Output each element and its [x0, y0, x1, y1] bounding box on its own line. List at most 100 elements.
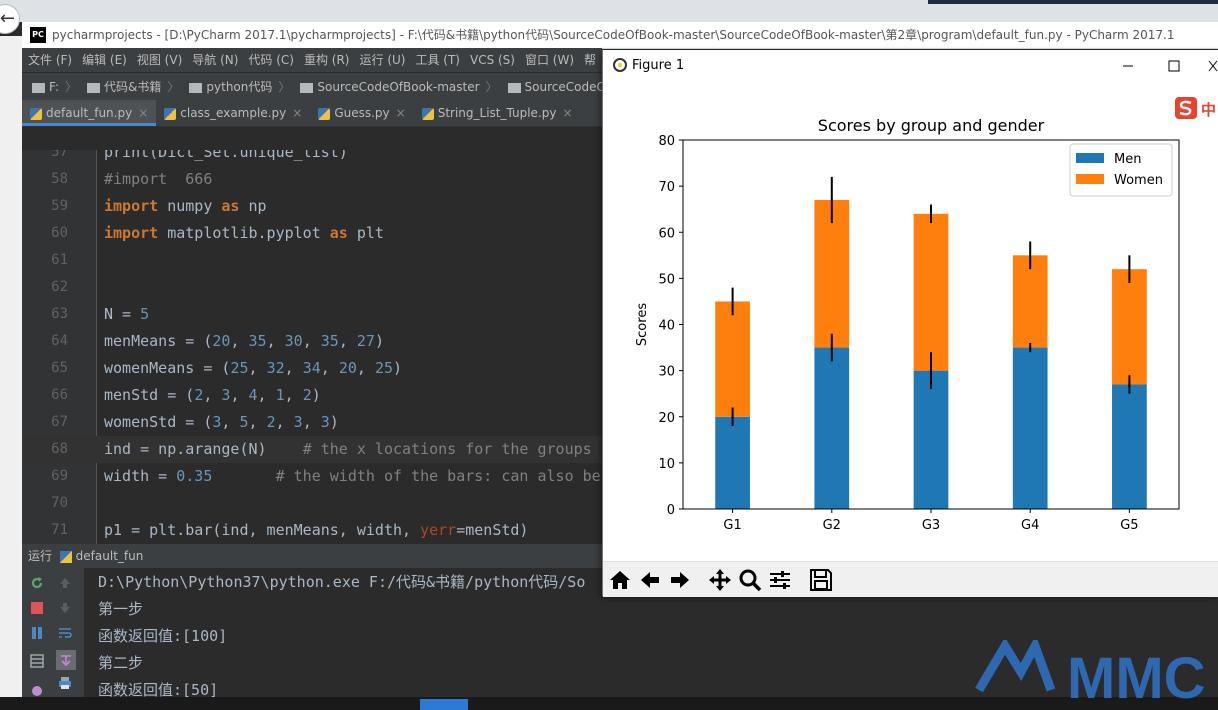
- line-number: 63: [51, 306, 68, 322]
- legend-label-women: Women: [1114, 173, 1163, 188]
- bar-women-g2: [814, 199, 850, 348]
- menu-item[interactable]: 导航 (N): [192, 53, 239, 67]
- code-token: womenStd = (: [104, 413, 213, 431]
- figure-toolbar: [603, 561, 1218, 597]
- browser-back-icon[interactable]: ←: [0, 4, 20, 34]
- bar-men-g4: [1012, 347, 1048, 509]
- code-line[interactable]: 70: [22, 490, 602, 517]
- minimize-button[interactable]: [1105, 50, 1151, 82]
- zoom-icon[interactable]: [737, 568, 763, 592]
- rerun-icon[interactable]: [30, 576, 44, 590]
- menu-item[interactable]: 运行 (U): [359, 53, 406, 67]
- y-axis-label: Scores: [635, 303, 650, 346]
- code-text: #import 666: [104, 166, 212, 193]
- code-token: ): [374, 332, 384, 350]
- code-line[interactable]: 64 menMeans = (20, 35, 30, 35, 27): [22, 328, 602, 355]
- breadcrumb-item[interactable]: F:: [32, 80, 59, 94]
- scroll-to-end-icon[interactable]: [56, 650, 76, 670]
- breadcrumb-label: 代码&书籍: [104, 80, 162, 94]
- code-line[interactable]: 61: [22, 247, 602, 274]
- configure-icon[interactable]: [767, 568, 793, 592]
- run-console: D:\Python\Python37\python.exe F:/代码&书籍/p…: [22, 568, 602, 710]
- code-token: 35: [320, 332, 339, 350]
- code-text: womenMeans = (25, 32, 34, 20, 25): [104, 355, 402, 382]
- breadcrumb-item[interactable]: python代码: [189, 80, 272, 94]
- editor-tab[interactable]: class_example.py ×: [156, 100, 310, 126]
- down-arrow-icon[interactable]: [58, 601, 72, 615]
- up-arrow-icon[interactable]: [58, 576, 72, 590]
- code-line[interactable]: 71 p1 = plt.bar(ind, menMeans, width, yer…: [22, 517, 602, 544]
- close-tab-icon[interactable]: ×: [562, 106, 573, 120]
- forward-icon[interactable]: [667, 568, 693, 592]
- pycharm-window-title: pycharmprojects - [D:\PyCharm 2017.1\pyc…: [52, 28, 1175, 42]
- breadcrumb: F: 〉代码&书籍〉 python代码〉 SourceCodeOfBook-maste…: [22, 72, 602, 101]
- console-line: 第一步: [98, 600, 144, 618]
- code-token: ,: [302, 332, 321, 350]
- code-line[interactable]: 63 N = 5: [22, 301, 602, 328]
- code-line[interactable]: 67 womenStd = (3, 5, 2, 3, 3): [22, 409, 602, 436]
- breadcrumb-item[interactable]: SourceCodeOfBook-master: [300, 80, 480, 94]
- breadcrumb-label: python代码: [206, 80, 273, 94]
- menu-item[interactable]: 工具 (T): [415, 53, 460, 67]
- soft-wrap-icon[interactable]: [58, 626, 72, 640]
- legend-swatch-women: [1076, 174, 1104, 184]
- code-token: ,: [257, 386, 276, 404]
- code-token: 20: [338, 359, 357, 377]
- maximize-button[interactable]: [1151, 50, 1197, 82]
- code-line[interactable]: 65 womenMeans = (25, 32, 34, 20, 25): [22, 355, 602, 382]
- line-number: 70: [51, 495, 68, 511]
- code-token: ,: [230, 332, 249, 350]
- folder-icon: [32, 82, 45, 93]
- menu-item[interactable]: 重构 (R): [303, 53, 350, 67]
- stop-icon[interactable]: [30, 601, 44, 615]
- close-button[interactable]: [1197, 50, 1218, 82]
- close-tab-icon[interactable]: ×: [292, 106, 303, 120]
- code-token: numpy: [158, 197, 222, 215]
- bar-men-g1: [715, 416, 750, 509]
- code-line[interactable]: 69 width = 0.35 # the width of the bars: …: [22, 463, 602, 490]
- y-tick-label: 60: [658, 226, 675, 241]
- code-line[interactable]: 59 import numpy as np: [22, 193, 602, 220]
- menu-item[interactable]: VCS (S): [469, 53, 515, 67]
- close-tab-icon[interactable]: ×: [138, 106, 149, 120]
- code-token: 5: [140, 305, 150, 323]
- breadcrumb-item[interactable]: 代码&书籍: [87, 80, 161, 94]
- code-token: 3: [293, 413, 303, 431]
- menu-item[interactable]: 编辑 (E): [82, 53, 127, 67]
- taskbar-active-app[interactable]: [420, 699, 468, 710]
- line-number: 64: [51, 333, 68, 349]
- print-icon[interactable]: [58, 676, 72, 690]
- save-icon[interactable]: [808, 568, 834, 592]
- code-line[interactable]: 58 #import 666: [22, 166, 602, 193]
- tab-label: class_example.py: [180, 106, 287, 120]
- menu-item[interactable]: 视图 (V): [136, 53, 183, 67]
- code-line[interactable]: 57 print(Dict_Set.unique_list): [22, 150, 602, 166]
- pycharm-logo-icon: PC: [30, 27, 46, 43]
- code-line[interactable]: 68 ind = np.arange(N) # the x locations f…: [22, 436, 602, 463]
- run-config-name[interactable]: default_fun: [75, 549, 144, 563]
- back-icon[interactable]: [637, 568, 663, 592]
- home-icon[interactable]: [607, 568, 633, 592]
- editor-tab[interactable]: String_List_Tuple.py ×: [414, 100, 581, 126]
- code-line[interactable]: 60 import matplotlib.pyplot as plt: [22, 220, 602, 247]
- line-number: 66: [51, 387, 68, 403]
- code-line[interactable]: 66 menStd = (2, 3, 4, 1, 2): [22, 382, 602, 409]
- sogou-ime-indicator[interactable]: 中: [1173, 96, 1218, 122]
- code-line[interactable]: 62: [22, 274, 602, 301]
- menu-item[interactable]: 文件 (F): [28, 53, 73, 67]
- pan-icon[interactable]: [707, 568, 733, 592]
- menu-item[interactable]: 代码 (C): [248, 53, 294, 67]
- breadcrumb-item[interactable]: SourceCodeOfBook-m: [507, 80, 602, 94]
- menu-item[interactable]: 帮: [584, 53, 597, 67]
- menu-item[interactable]: 窗口 (W): [524, 53, 575, 67]
- layout-icon[interactable]: [30, 654, 44, 668]
- pin-icon[interactable]: [30, 684, 44, 698]
- code-editor[interactable]: 57 print(Dict_Set.unique_list) 58 #import 6…: [22, 150, 602, 544]
- editor-tab[interactable]: default_fun.py ×: [22, 100, 157, 126]
- pause-icon[interactable]: [30, 626, 44, 640]
- folder-icon: [87, 82, 101, 93]
- code-token: ,: [356, 359, 375, 377]
- code-token: 0.35: [176, 467, 213, 485]
- close-tab-icon[interactable]: ×: [395, 106, 406, 120]
- editor-tab[interactable]: Guess.py ×: [310, 100, 413, 126]
